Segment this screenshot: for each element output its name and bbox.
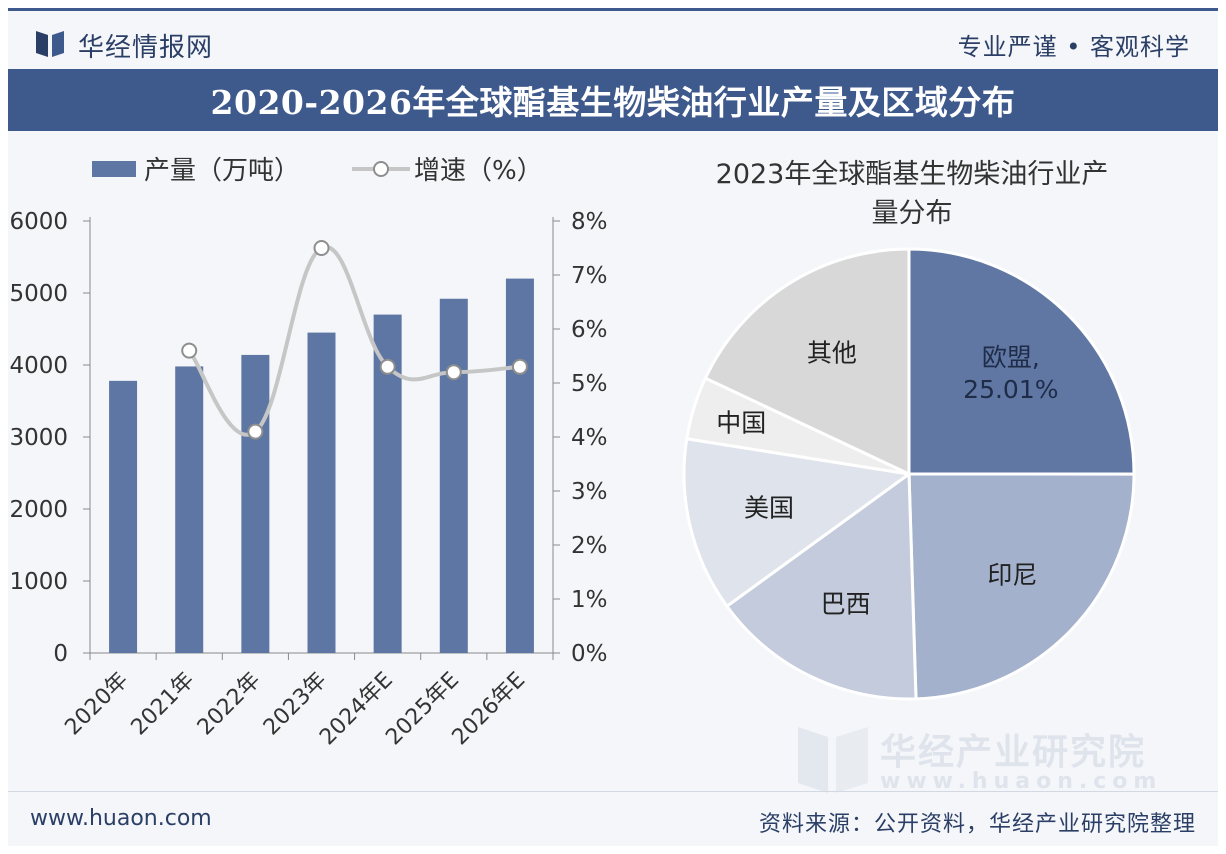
growth-rate-point [247,423,264,440]
y-left-tick-label: 6000 [9,209,68,235]
footer-source: 资料来源：公开资料，华经产业研究院整理 [758,812,1196,837]
bar-production [307,332,336,653]
chart-title: 2020-2026年全球酯基生物柴油行业产量及区域分布 [210,83,1016,122]
growth-rate-point [511,358,528,375]
pie-slice [682,437,913,609]
pie-value-label: 25.01% [963,375,1058,404]
x-tick-label: 2021年 [127,668,200,741]
y-right-tick-label: 6% [571,317,608,343]
pie-slice [907,472,1136,701]
y-right-tick-label: 4% [571,425,608,451]
y-left-tick-label: 0 [53,641,68,667]
footer-site: www.huaon.com [30,806,212,831]
footer: www.huaon.com 资料来源：公开资料，华经产业研究院整理 [8,791,1218,846]
watermark: 华经产业研究院 www.huaon.com [798,723,1178,803]
growth-rate-point [379,358,396,375]
x-tick-label: 2026年E [448,668,531,751]
legend-bar-swatch [92,161,136,177]
pie-slice [907,247,1136,476]
pie-label: 其他 [807,338,857,367]
pie-label: 印尼 [987,560,1037,589]
y-right-tick-label: 3% [571,479,608,505]
y-left-tick-label: 2000 [9,497,68,523]
watermark-url: www.huaon.com [880,769,1163,794]
pie-slice [724,471,918,701]
legend-line-marker [373,161,389,177]
bar-production [109,380,138,653]
y-right-tick-label: 7% [571,263,608,289]
bar-production [241,354,270,653]
x-tick-label: 2020年 [60,668,133,741]
x-tick-label: 2022年 [193,668,266,741]
brand-name: 华经情报网 [78,33,214,63]
y-right-tick-label: 0% [571,641,608,667]
huajing-logo-icon [36,31,64,57]
growth-rate-point [445,364,462,381]
legend-bar-label: 产量（万吨） [144,156,300,186]
growth-rate-line [187,245,521,437]
pie-slice [703,247,911,477]
pie-label: 巴西 [821,589,871,618]
watermark-logo-icon [798,727,868,793]
y-left-tick-label: 3000 [9,425,68,451]
slogan: 专业严谨 • 客观科学 [957,33,1190,61]
top-bar: 华经情报网 专业严谨 • 客观科学 [8,11,1218,69]
bar-production [175,366,204,653]
pie-label: 美国 [744,494,794,523]
growth-rate-point [181,342,198,359]
y-right-tick-label: 1% [571,587,608,613]
chart-title-bar: 2020-2026年全球酯基生物柴油行业产量及区域分布 [8,69,1218,131]
watermark-name: 华经产业研究院 [880,732,1147,773]
y-left-tick-label: 5000 [9,281,68,307]
y-left-tick-label: 4000 [9,353,68,379]
pie-title-line-2: 量分布 [872,198,953,229]
y-right-tick-label: 8% [571,209,608,235]
y-left-tick-label: 1000 [9,569,68,595]
pie-label: 中国 [716,408,766,437]
legend-line-label: 增速（%） [414,156,543,186]
bar-production [439,298,468,653]
bar-production [505,278,534,653]
pie-label: 欧盟, [982,343,1040,372]
pie-title-line-1: 2023年全球酯基生物柴油行业产 [716,159,1109,190]
y-right-tick-label: 5% [571,371,608,397]
growth-rate-point [313,240,330,256]
y-right-tick-label: 2% [571,533,608,559]
